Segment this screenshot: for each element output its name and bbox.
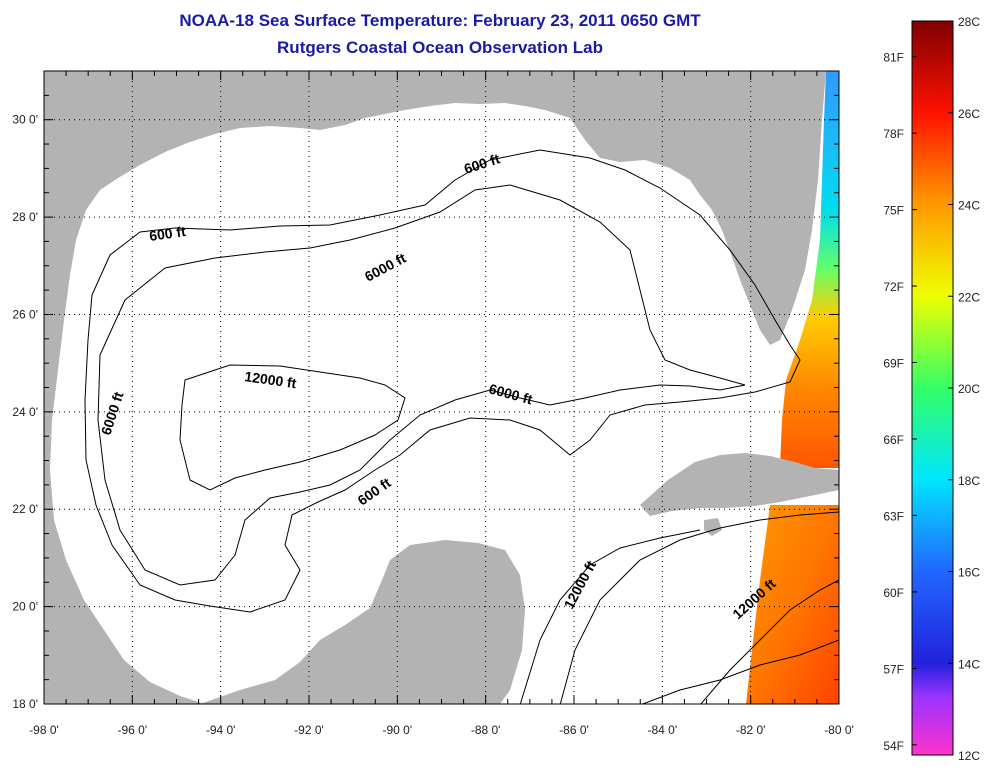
colorbar-c-label: 20C [958, 382, 980, 396]
y-axis-labels: 18 0' 20 0' 22 0' 24 0' 26 0' 28 0' 30 0' [12, 113, 38, 711]
land-cuba [640, 453, 839, 516]
y-tick-label: 28 0' [12, 210, 38, 224]
sst-swath-east [780, 71, 839, 468]
colorbar-f-label: 78F [883, 127, 904, 141]
sst-colorbar [911, 20, 954, 756]
colorbar-celsius-labels: 28C 26C 24C 22C 20C 18C 16C 14C 12C [958, 15, 980, 763]
contour-12000ft [179, 364, 406, 491]
contour-caribbean-600ft [641, 639, 839, 704]
land-yucatan [200, 540, 525, 704]
colorbar-f-label: 72F [883, 280, 904, 294]
contour-cayman-12000ft [519, 529, 701, 704]
y-tick-label: 24 0' [12, 405, 38, 419]
colorbar-f-label: 66F [883, 433, 904, 447]
colorbar-c-label: 28C [958, 15, 980, 29]
bathymetry-contours [84, 149, 839, 704]
land-us-gulf-coast [44, 71, 826, 704]
contour-label: 600 ft [148, 223, 187, 244]
colorbar-c-label: 16C [958, 566, 980, 580]
y-tick-label: 22 0' [12, 502, 38, 516]
x-tick-label: -82 0' [736, 723, 766, 737]
x-tick-label: -88 0' [471, 723, 501, 737]
x-axis-labels: -98 0' -96 0' -94 0' -92 0' -90 0' -88 0' -86 … [29, 723, 854, 737]
colorbar-c-label: 12C [958, 749, 980, 763]
x-tick-label: -80 0' [824, 723, 854, 737]
colorbar-f-label: 63F [883, 509, 904, 523]
x-tick-label: -98 0' [29, 723, 59, 737]
x-tick-label: -90 0' [383, 723, 413, 737]
colorbar-ticks [912, 20, 953, 756]
y-tick-label: 26 0' [12, 307, 38, 321]
y-tick-label: 18 0' [12, 697, 38, 711]
contour-label: 12000 ft [244, 368, 298, 391]
x-tick-label: -84 0' [648, 723, 678, 737]
x-tick-label: -96 0' [118, 723, 148, 737]
map-subtitle: Rutgers Coastal Ocean Observation Lab [277, 38, 603, 57]
sst-swath-caribbean [746, 505, 839, 704]
colorbar-fahrenheit-labels: 81F 78F 75F 72F 69F 66F 63F 60F 57F 54F [883, 51, 904, 753]
x-tick-label: -94 0' [206, 723, 236, 737]
colorbar-c-label: 24C [958, 199, 980, 213]
colorbar-c-label: 22C [958, 290, 980, 304]
x-tick-label: -92 0' [294, 723, 324, 737]
colorbar-c-label: 18C [958, 474, 980, 488]
contour-caribbean-12000ft [700, 579, 839, 704]
colorbar-f-label: 60F [883, 586, 904, 600]
colorbar-c-label: 26C [958, 107, 980, 121]
colorbar-f-label: 69F [883, 357, 904, 371]
y-tick-label: 30 0' [12, 113, 38, 127]
contour-600ft [84, 149, 801, 613]
axis-tick-marks [43, 70, 840, 705]
y-tick-label: 20 0' [12, 600, 38, 614]
colorbar-c-label: 14C [958, 657, 980, 671]
contour-cayman-6000ft [559, 511, 839, 704]
colorbar-f-label: 57F [883, 662, 904, 676]
colorbar-f-label: 81F [883, 51, 904, 65]
contour-6000ft [97, 184, 746, 586]
map-title: NOAA-18 Sea Surface Temperature: Februar… [179, 11, 701, 30]
x-tick-label: -86 0' [559, 723, 589, 737]
graticule [44, 71, 839, 704]
colorbar-f-label: 54F [883, 739, 904, 753]
colorbar-f-label: 75F [883, 204, 904, 218]
